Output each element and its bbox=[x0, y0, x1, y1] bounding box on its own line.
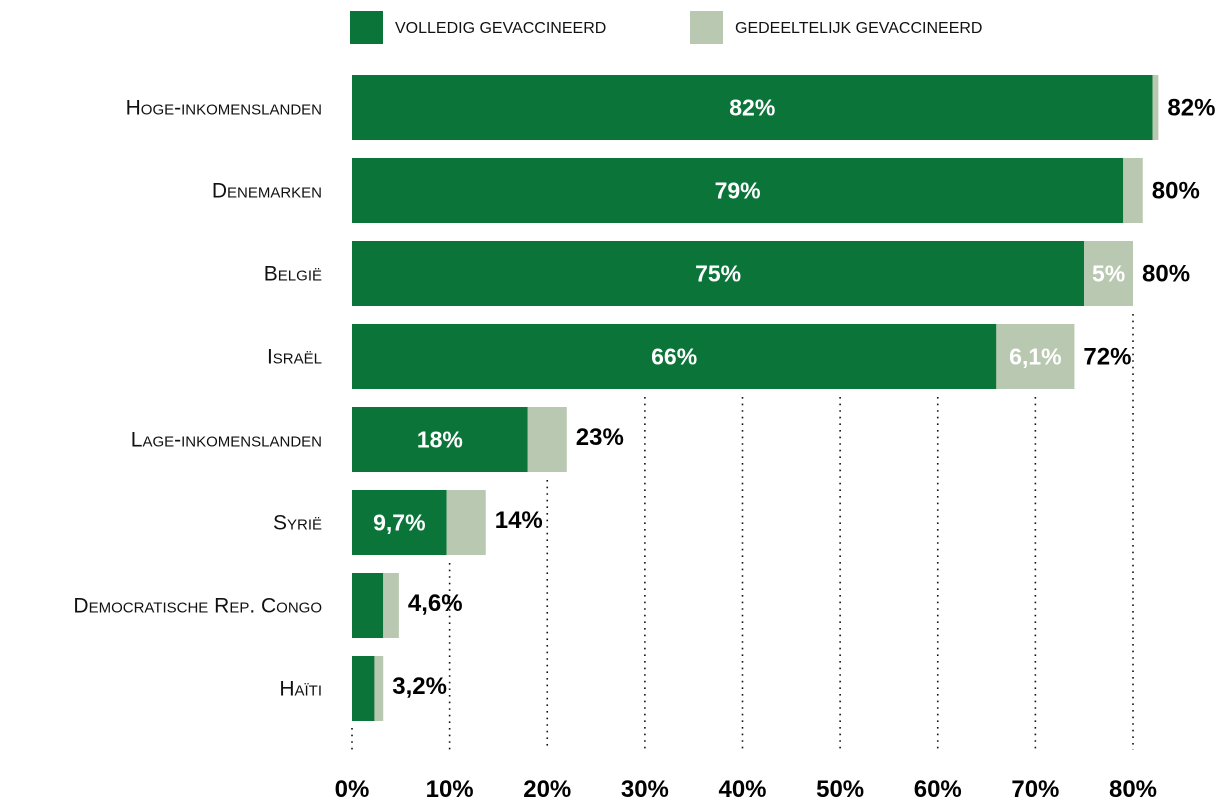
bar-row: Lage-inkomenslanden 18% 23% bbox=[131, 407, 624, 472]
total-value-label: 4,6% bbox=[408, 590, 463, 617]
total-value-label: 82% bbox=[1167, 95, 1215, 122]
bar-row: Syrië 9,7% 14% bbox=[273, 490, 543, 555]
bar-row: België 75% 5% 80% bbox=[264, 241, 1190, 306]
x-tick-label: 0% bbox=[335, 776, 370, 803]
segment-value-label: 75% bbox=[695, 261, 741, 287]
segment-value-label: 18% bbox=[417, 427, 463, 453]
segment-value-label: 79% bbox=[715, 178, 761, 204]
category-label: Haïti bbox=[279, 678, 322, 701]
total-value-label: 3,2% bbox=[392, 673, 447, 700]
x-axis: 0% 10% 20% 30% 40% 50% 60% 70% 80% bbox=[335, 776, 1157, 803]
legend-label-fully-vaccinated: VOLLEDIG GEVACCINEERD bbox=[395, 20, 606, 37]
bar-segment-fully-vaccinated bbox=[352, 324, 997, 389]
bar-segment-fully-vaccinated bbox=[352, 656, 375, 721]
legend-swatch-fully-vaccinated bbox=[350, 11, 383, 44]
category-label: Denemarken bbox=[212, 180, 322, 203]
total-value-label: 80% bbox=[1142, 261, 1190, 288]
x-tick-label: 80% bbox=[1109, 776, 1157, 803]
bar-segment-partially-vaccinated bbox=[996, 324, 1075, 389]
total-value-label: 23% bbox=[576, 424, 624, 451]
category-label: Hoge-inkomenslanden bbox=[126, 97, 322, 120]
x-tick-label: 40% bbox=[718, 776, 766, 803]
bar-segment-partially-vaccinated bbox=[374, 656, 384, 721]
bar-segment-partially-vaccinated bbox=[446, 490, 486, 555]
segment-value-label: 82% bbox=[729, 95, 775, 121]
x-tick-label: 60% bbox=[914, 776, 962, 803]
bar-segment-fully-vaccinated bbox=[352, 241, 1085, 306]
segment-value-label: 5% bbox=[1092, 261, 1125, 287]
x-tick-label: 20% bbox=[523, 776, 571, 803]
bar-segment-fully-vaccinated bbox=[352, 75, 1153, 140]
category-label: Israël bbox=[267, 346, 322, 369]
category-label: Syrië bbox=[273, 512, 322, 535]
grid-lines bbox=[351, 314, 1134, 750]
bar-segment-fully-vaccinated bbox=[352, 573, 384, 638]
legend-label-partially-vaccinated: GEDEELTELIJK GEVACCINEERD bbox=[735, 20, 982, 37]
bar-row: Israël 66% 6,1% 72% bbox=[267, 324, 1131, 389]
bar-segment-partially-vaccinated bbox=[1123, 158, 1143, 223]
bar-segment-partially-vaccinated bbox=[527, 407, 567, 472]
total-value-label: 14% bbox=[495, 507, 543, 534]
x-tick-label: 10% bbox=[426, 776, 474, 803]
category-label: Democratische Rep. Congo bbox=[73, 595, 322, 618]
bar-row: Haïti 3,2% bbox=[279, 656, 447, 721]
segment-value-label: 66% bbox=[651, 344, 697, 370]
bar-row: Hoge-inkomenslanden 82% 82% bbox=[126, 75, 1215, 140]
x-tick-label: 30% bbox=[621, 776, 669, 803]
segment-value-label: 6,1% bbox=[1009, 344, 1061, 370]
bar-segment-partially-vaccinated bbox=[1084, 241, 1133, 306]
category-label: Lage-inkomenslanden bbox=[131, 429, 322, 452]
bar-row: Democratische Rep. Congo 4,6% bbox=[73, 573, 463, 638]
legend: VOLLEDIG GEVACCINEERD GEDEELTELIJK GEVAC… bbox=[350, 11, 982, 44]
bars: Hoge-inkomenslanden 82% 82% Denemarken 79% 80… bbox=[73, 75, 1215, 721]
segment-value-label: 9,7% bbox=[373, 510, 425, 536]
bar-segment-fully-vaccinated bbox=[352, 158, 1124, 223]
bar-segment-fully-vaccinated bbox=[352, 407, 528, 472]
bar-row: Denemarken 79% 80% bbox=[212, 158, 1200, 223]
total-value-label: 80% bbox=[1152, 178, 1200, 205]
category-label: België bbox=[264, 263, 322, 286]
x-tick-label: 50% bbox=[816, 776, 864, 803]
bar-segment-partially-vaccinated bbox=[383, 573, 399, 638]
x-tick-label: 70% bbox=[1011, 776, 1059, 803]
total-value-label: 72% bbox=[1083, 344, 1131, 371]
bar-segment-fully-vaccinated bbox=[352, 490, 447, 555]
bar-segment-partially-vaccinated bbox=[1152, 75, 1159, 140]
legend-swatch-partially-vaccinated bbox=[690, 11, 723, 44]
